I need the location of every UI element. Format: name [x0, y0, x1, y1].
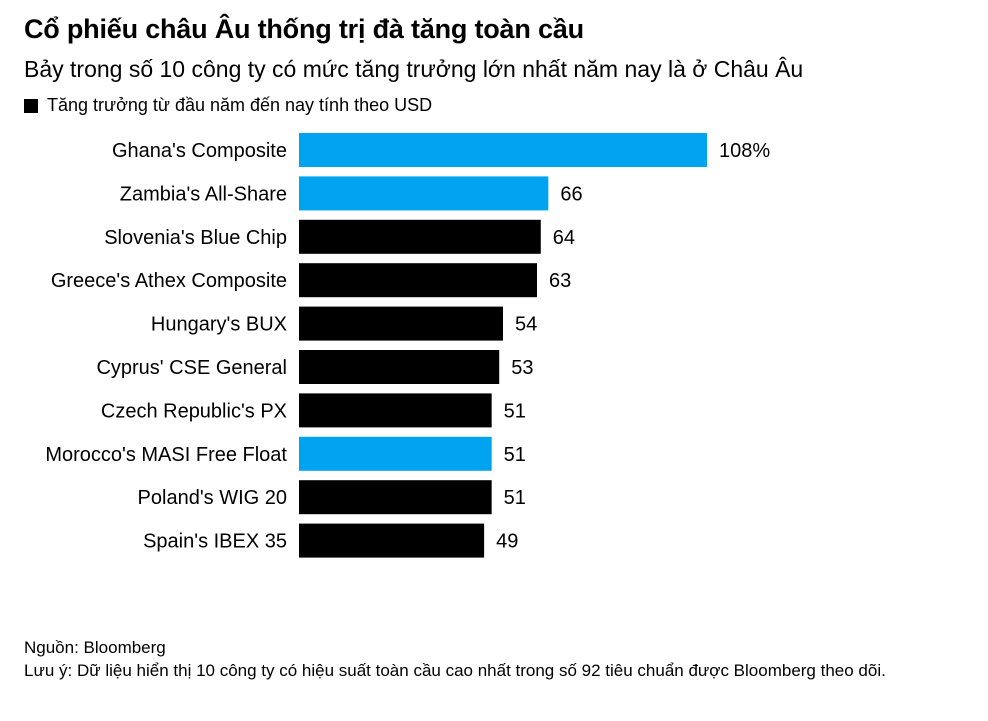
- value-label-5: 53: [511, 357, 533, 379]
- value-label-6: 51: [504, 400, 526, 422]
- bar-8: [299, 480, 492, 515]
- category-label-3: Greece's Athex Composite: [51, 270, 287, 292]
- legend-label: Tăng trưởng từ đầu năm đến nay tính theo…: [47, 95, 433, 115]
- value-label-4: 54: [515, 314, 537, 336]
- value-label-9: 49: [496, 531, 518, 553]
- bar-4: [299, 306, 503, 341]
- category-label-1: Zambia's All-Share: [120, 183, 287, 205]
- bar-chart: Ghana's Composite 108% Zambia's All-Share 6…: [45, 133, 770, 558]
- bar-3: [299, 263, 537, 298]
- value-label-0: 108%: [719, 140, 770, 162]
- value-label-1: 66: [560, 183, 582, 205]
- bar-7: [299, 436, 492, 471]
- category-label-8: Poland's WIG 20: [138, 487, 287, 509]
- bar-9: [299, 523, 485, 558]
- category-label-0: Ghana's Composite: [112, 140, 287, 162]
- bar-6: [299, 393, 492, 428]
- value-label-2: 64: [553, 227, 575, 249]
- value-label-3: 63: [549, 270, 571, 292]
- category-label-5: Cyprus' CSE General: [96, 357, 287, 379]
- chart-title: Cổ phiếu châu Âu thống trị đà tăng toàn …: [24, 14, 584, 44]
- source-note: Nguồn: Bloomberg: [24, 638, 166, 657]
- bar-2: [299, 219, 541, 254]
- bar-5: [299, 350, 500, 384]
- bar-1: [299, 176, 549, 211]
- bar-0: [299, 133, 707, 167]
- category-label-4: Hungary's BUX: [151, 314, 287, 336]
- chart-legend: Tăng trưởng từ đầu năm đến nay tính theo…: [24, 95, 432, 116]
- category-label-2: Slovenia's Blue Chip: [104, 227, 287, 249]
- category-label-9: Spain's IBEX 35: [143, 531, 287, 553]
- value-label-7: 51: [504, 444, 526, 466]
- value-label-8: 51: [504, 487, 526, 509]
- footnote: Lưu ý: Dữ liệu hiển thị 10 công ty có hi…: [24, 661, 886, 680]
- legend-swatch: [24, 98, 38, 113]
- chart-subtitle: Bảy trong số 10 công ty có mức tăng trưở…: [24, 56, 804, 82]
- category-label-7: Morocco's MASI Free Float: [45, 444, 287, 466]
- category-label-6: Czech Republic's PX: [101, 400, 287, 422]
